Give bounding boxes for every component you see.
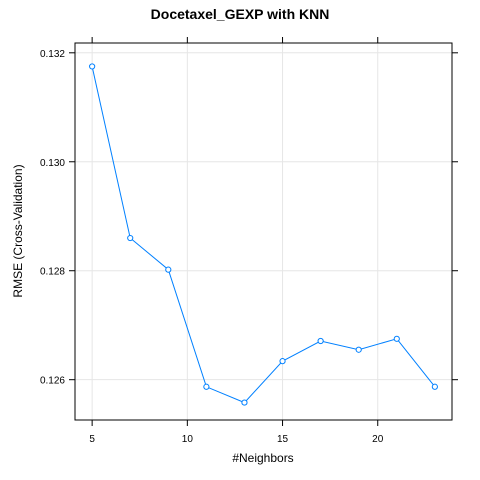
y-tick-label: 0.126 xyxy=(40,376,65,387)
data-point xyxy=(204,384,209,389)
data-point xyxy=(432,384,437,389)
y-tick-label: 0.130 xyxy=(40,158,65,169)
data-point xyxy=(242,400,247,405)
y-axis-label: RMSE (Cross-Validation) xyxy=(11,164,25,297)
y-axis: 0.126 0.128 0.130 0.132 xyxy=(40,49,458,387)
plot-panel xyxy=(75,43,452,420)
series-group xyxy=(90,64,438,405)
data-point xyxy=(166,267,171,272)
data-point xyxy=(128,235,133,240)
data-point xyxy=(318,338,323,343)
data-point xyxy=(90,64,95,69)
data-point xyxy=(280,359,285,364)
data-point xyxy=(356,347,361,352)
x-tick-label: 20 xyxy=(372,434,384,445)
grid xyxy=(75,43,452,420)
x-axis-label: #Neighbors xyxy=(232,451,293,465)
chart-title: Docetaxel_GEXP with KNN xyxy=(151,6,330,22)
x-tick-label: 10 xyxy=(182,434,194,445)
x-tick-label: 15 xyxy=(277,434,289,445)
series-line xyxy=(92,66,435,402)
y-tick-label: 0.128 xyxy=(40,267,65,278)
y-tick-label: 0.132 xyxy=(40,49,65,60)
data-point xyxy=(394,336,399,341)
x-tick-label: 5 xyxy=(89,434,95,445)
